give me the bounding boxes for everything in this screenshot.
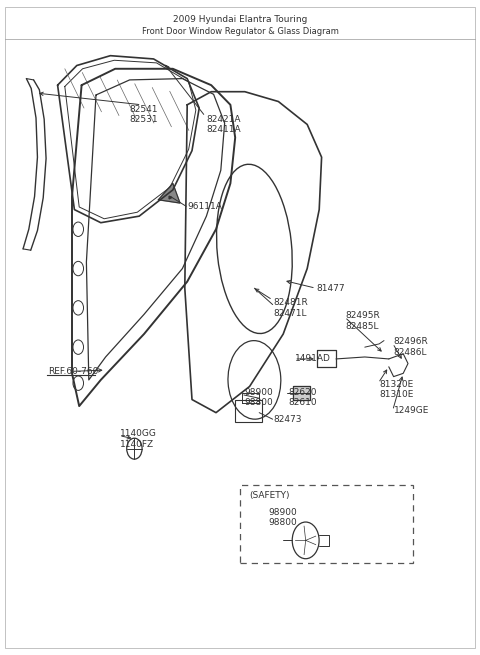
Text: REF.60-760: REF.60-760	[48, 367, 98, 376]
Text: 82620
82610: 82620 82610	[288, 388, 317, 407]
Text: Front Door Window Regulator & Glass Diagram: Front Door Window Regulator & Glass Diag…	[142, 27, 338, 36]
Text: (SAFETY): (SAFETY)	[250, 491, 290, 500]
Text: 98900
98800: 98900 98800	[269, 508, 298, 527]
Text: 1140GG
1140FZ: 1140GG 1140FZ	[120, 429, 157, 449]
Text: 82481R
82471L: 82481R 82471L	[274, 298, 308, 318]
Text: 81477: 81477	[317, 284, 346, 293]
Text: 82496R
82486L: 82496R 82486L	[394, 337, 428, 357]
Text: 1491AD: 1491AD	[295, 354, 331, 364]
Bar	[240, 485, 413, 563]
Text: 81320E
81310E: 81320E 81310E	[379, 380, 414, 400]
Text: 82421A
82411A: 82421A 82411A	[206, 115, 241, 134]
Text: 2009 Hyundai Elantra Touring: 2009 Hyundai Elantra Touring	[173, 15, 307, 24]
Text: 82541
82531: 82541 82531	[130, 105, 158, 124]
Bar	[235, 400, 262, 422]
Polygon shape	[293, 386, 310, 400]
Text: 96111A: 96111A	[187, 202, 222, 211]
Text: 98900
98800: 98900 98800	[245, 388, 274, 407]
Text: 82495R
82485L: 82495R 82485L	[346, 311, 380, 331]
Text: 82473: 82473	[274, 415, 302, 424]
Polygon shape	[158, 183, 180, 203]
Text: 1249GE: 1249GE	[394, 406, 429, 415]
